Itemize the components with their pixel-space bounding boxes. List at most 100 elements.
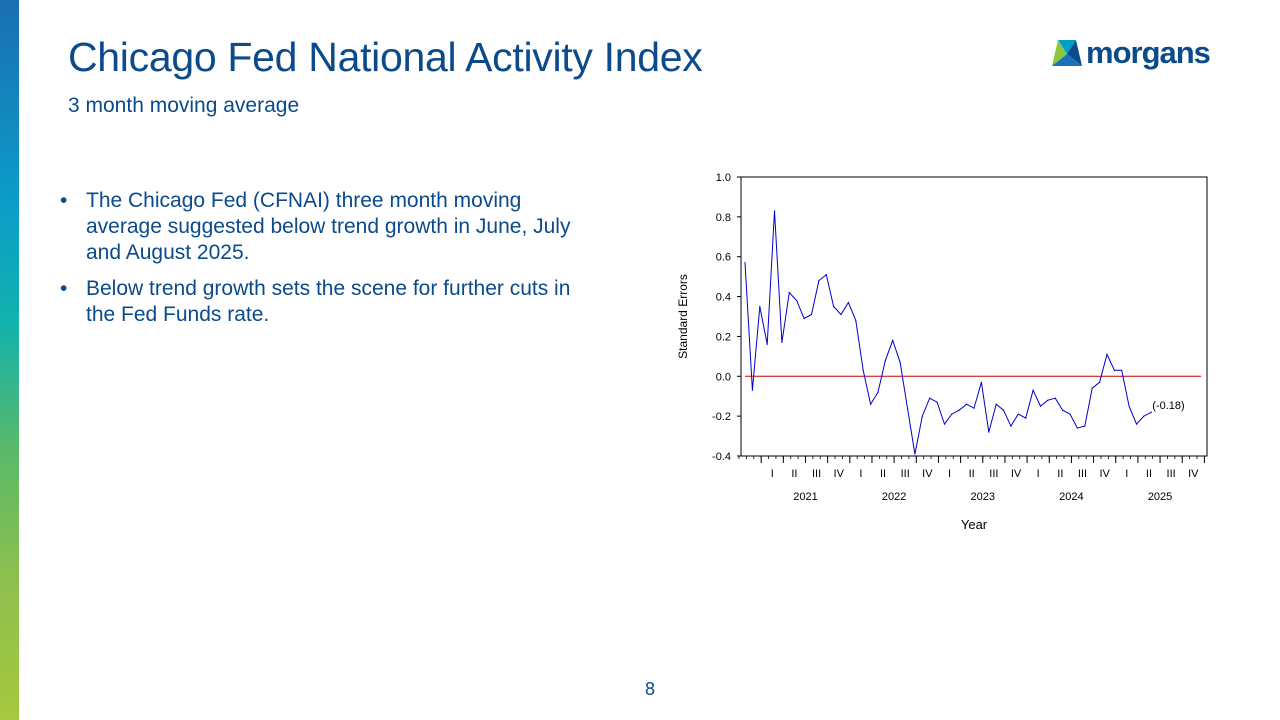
data-point [833, 305, 835, 308]
morgans-logo: morgans [1050, 35, 1211, 70]
x-quarter-label: II [880, 468, 886, 480]
x-axis-title: Year [961, 517, 988, 532]
bullet-glyph: • [60, 277, 68, 300]
x-quarter-label: I [1125, 468, 1128, 480]
data-point [899, 361, 901, 363]
data-point [884, 359, 886, 361]
y-tick-label: -0.4 [712, 451, 731, 463]
data-point [1084, 425, 1086, 427]
data-point [1069, 413, 1071, 415]
y-tick-label: 0.8 [716, 212, 731, 224]
data-point [788, 291, 790, 294]
data-point [1002, 409, 1005, 411]
page-number: 8 [644, 679, 655, 699]
y-tick-label: 0.2 [716, 331, 731, 343]
data-point [796, 299, 798, 302]
data-point [1106, 353, 1108, 355]
data-point [803, 317, 805, 320]
y-tick-label: 0.0 [716, 371, 731, 383]
y-axis-title: Standard Errors [676, 274, 690, 359]
data-point [759, 305, 761, 308]
data-point [781, 341, 783, 344]
data-point [966, 403, 968, 405]
x-year-label: 2021 [793, 491, 817, 503]
data-point [1135, 423, 1138, 425]
side-gradient-bar [0, 0, 19, 720]
bullet-text: Below trend growth sets the scene for fu… [86, 277, 571, 326]
x-year-label: 2025 [1148, 491, 1172, 503]
x-quarter-label: II [1146, 468, 1152, 480]
data-point [1039, 405, 1042, 407]
x-quarter-label: III [1167, 468, 1176, 480]
data-point [995, 403, 997, 405]
data-point [877, 391, 879, 393]
data-point [1113, 369, 1115, 371]
data-point [906, 407, 909, 409]
y-tick-label: 0.4 [716, 292, 731, 304]
bullet-item: • Below trend growth sets the scene for … [58, 276, 598, 328]
data-point [1121, 369, 1123, 371]
data-point [943, 423, 946, 425]
x-quarter-label: II [969, 468, 975, 480]
y-tick-label: 0.6 [716, 252, 731, 264]
x-quarter-label: I [859, 468, 862, 480]
x-year-label: 2024 [1059, 491, 1083, 503]
data-point [1025, 417, 1027, 419]
y-tick-label: -0.2 [712, 411, 731, 423]
x-quarter-label: IV [922, 468, 933, 480]
data-point [1098, 381, 1101, 383]
data-point [773, 210, 776, 212]
data-point [1017, 413, 1019, 415]
x-quarter-label: I [1037, 468, 1040, 480]
bullet-glyph: • [60, 189, 68, 212]
latest-value-annotation: (-0.18) [1152, 400, 1184, 412]
cfnai-series-line [744, 210, 1152, 455]
data-point [1091, 387, 1093, 389]
page-subtitle: 3 month moving average [68, 94, 300, 117]
morgans-logo-icon [1052, 40, 1082, 66]
plot-frame [740, 176, 1208, 457]
data-point [1128, 405, 1130, 407]
data-point [958, 409, 960, 411]
x-quarter-label: IV [1188, 468, 1199, 480]
x-year-label: 2023 [971, 491, 995, 503]
data-point [825, 274, 827, 276]
y-tick-label: 1.0 [716, 172, 731, 184]
x-quarter-label: III [901, 468, 910, 480]
logo-text: morgans [1086, 35, 1211, 70]
data-point [1143, 415, 1145, 417]
data-point [862, 369, 864, 371]
x-quarter-label: IV [834, 468, 845, 480]
data-point [914, 453, 916, 455]
data-point [1150, 411, 1152, 413]
x-quarter-label: III [1078, 468, 1087, 480]
page-title: Chicago Fed National Activity Index [68, 34, 703, 80]
x-quarter-label: II [791, 468, 797, 480]
data-point [751, 389, 753, 391]
x-quarter-label: I [771, 468, 774, 480]
data-point [988, 431, 990, 433]
bullet-text: The Chicago Fed (CFNAI) three month movi… [86, 189, 571, 264]
data-point [936, 401, 938, 403]
data-point [892, 339, 894, 342]
data-point [869, 403, 872, 405]
data-point [980, 381, 982, 383]
x-quarter-label: I [948, 468, 951, 480]
x-quarter-label: IV [1011, 468, 1022, 480]
bullet-list: • The Chicago Fed (CFNAI) three month mo… [58, 188, 598, 338]
data-point [744, 262, 746, 264]
data-point [973, 407, 975, 409]
data-point [921, 415, 923, 417]
data-point [929, 397, 931, 399]
x-quarter-label: II [1057, 468, 1063, 480]
data-point [1062, 409, 1064, 411]
data-point [951, 413, 953, 415]
data-point [840, 313, 842, 316]
data-point [1047, 399, 1049, 401]
data-point [810, 313, 813, 316]
data-point [1054, 397, 1056, 399]
x-quarter-label: III [812, 468, 821, 480]
x-quarter-label: III [989, 468, 998, 480]
x-year-label: 2022 [882, 491, 906, 503]
